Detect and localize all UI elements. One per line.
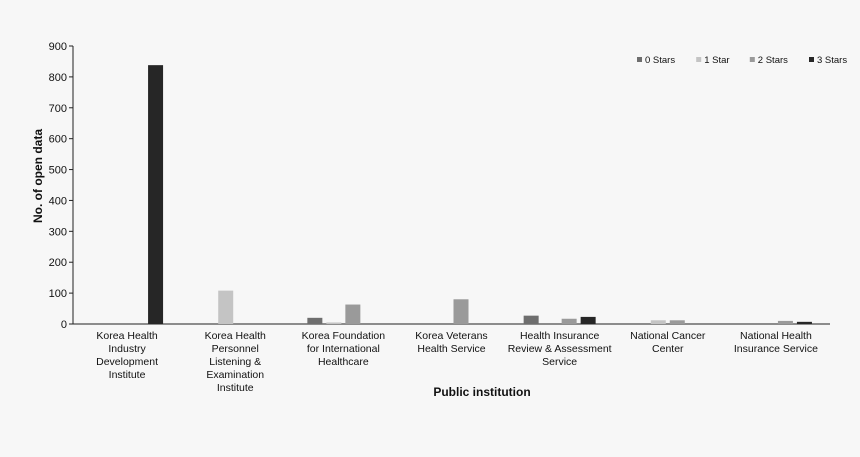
x-tick-label: Korea Foundation for International Healthc…	[302, 330, 386, 368]
y-tick-label: 0	[61, 319, 67, 331]
y-tick-label: 600	[49, 134, 67, 146]
legend-label: 0 Stars	[645, 55, 675, 66]
legend-label: 3 Stars	[817, 55, 847, 66]
y-tick-label: 400	[49, 195, 67, 207]
legend-swatch	[749, 57, 755, 62]
bar-2-stars-4	[561, 318, 577, 324]
bar-3-stars-6	[796, 321, 812, 324]
y-tick-label: 700	[49, 103, 67, 115]
legend: 0 Stars 1 Star 2 Stars 3 Stars	[637, 55, 847, 66]
bar-1-star-1	[218, 290, 234, 324]
x-tick-label: Korea Veterans Health Service	[415, 330, 487, 355]
x-axis-title: Public institution	[433, 385, 530, 399]
bar-2-stars-2	[345, 304, 361, 324]
bar-2-stars-6	[777, 320, 793, 324]
y-tick-label: 300	[49, 226, 67, 238]
y-axis: 0 100 200 300 400 500 600 700 800 900	[49, 41, 74, 331]
bars	[148, 65, 812, 324]
legend-label: 1 Star	[704, 55, 729, 66]
bar-1-star-5	[650, 320, 666, 324]
legend-swatch	[809, 57, 814, 62]
bar-3-stars-4	[580, 316, 596, 324]
bar-2-stars-3	[453, 299, 469, 324]
x-tick-label: Korea Health Industry Development Institute	[96, 330, 158, 381]
x-tick-label: National Health Insurance Service	[734, 330, 818, 355]
bar-1-star-2	[326, 322, 342, 324]
y-tick-label: 500	[49, 165, 67, 177]
x-tick-label: National Cancer Center	[630, 330, 706, 355]
x-tick-label: Health Insurance Review & Assessment Servi…	[508, 330, 612, 368]
y-axis-title: No. of open data	[31, 129, 45, 223]
category-labels: Korea Health Industry Development Institute…	[96, 330, 818, 394]
legend-swatch	[696, 57, 702, 62]
legend-swatch	[637, 57, 642, 62]
x-tick-label: Korea Health Personnel Listening & Examinat…	[205, 330, 266, 394]
bar-3-stars-0	[148, 65, 164, 324]
y-tick-label: 200	[49, 257, 67, 269]
bar-2-stars-5	[669, 320, 685, 324]
y-tick-label: 900	[49, 41, 67, 53]
y-tick-label: 100	[49, 288, 67, 300]
bar-0-stars-4	[523, 315, 539, 324]
bar-0-stars-2	[307, 317, 323, 324]
legend-label: 2 Stars	[758, 55, 788, 66]
y-tick-label: 800	[49, 72, 67, 84]
